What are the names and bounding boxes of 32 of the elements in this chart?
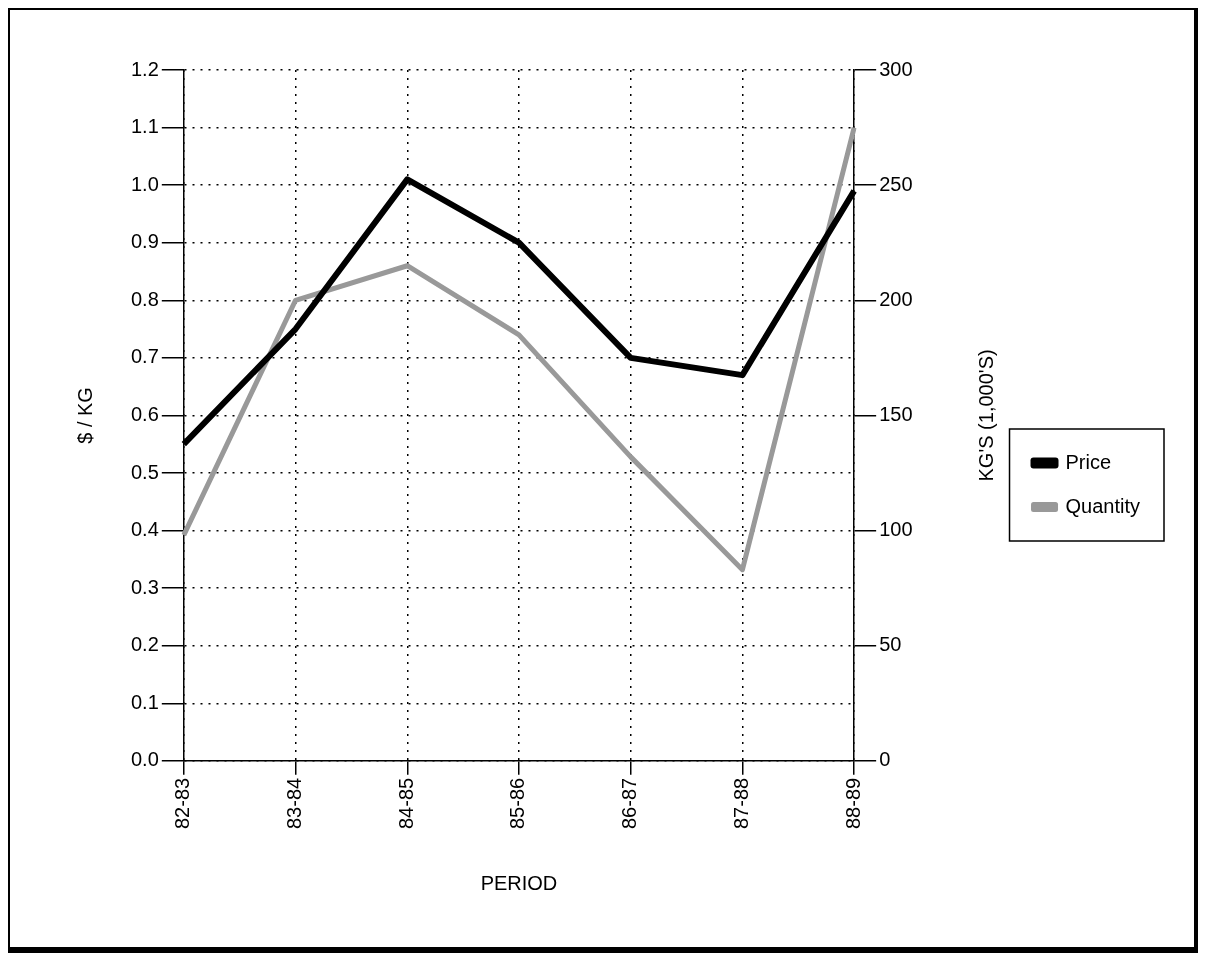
y-tick-label: 0.9	[130, 230, 159, 253]
y2-tick-label: 200	[879, 287, 913, 310]
x-axis-title: PERIOD	[480, 871, 558, 894]
x-tick-label: 85-86	[506, 777, 529, 829]
y2-tick-label: 0	[879, 748, 891, 771]
y-tick-label: 0.8	[130, 287, 159, 310]
y-tick-label: 1.2	[130, 57, 159, 80]
x-tick-label: 82-83	[171, 777, 194, 829]
y2-tick-label: 300	[879, 57, 913, 80]
x-tick-label: 88-89	[841, 777, 864, 829]
x-tick-label: 84-85	[394, 777, 417, 829]
y-tick-label: 1.1	[130, 115, 159, 138]
legend-label: Quantity	[1065, 494, 1140, 517]
x-tick-label: 87-88	[729, 777, 752, 829]
y-tick-label: 0.6	[130, 402, 159, 425]
legend-label: Price	[1065, 450, 1112, 473]
x-tick-label: 86-87	[618, 777, 641, 829]
y-axis-title: $ / KG	[73, 387, 96, 444]
y-tick-label: 0.0	[130, 748, 159, 771]
y-tick-label: 0.7	[130, 345, 159, 368]
x-tick-label: 83-84	[283, 777, 306, 829]
y2-axis-title: KG'S (1,000'S)	[975, 349, 998, 482]
y-tick-label: 0.4	[130, 518, 159, 541]
y-tick-label: 0.2	[130, 633, 159, 656]
y-tick-label: 0.3	[130, 575, 159, 598]
y2-tick-label: 50	[879, 633, 902, 656]
y2-tick-label: 250	[879, 172, 913, 195]
y-tick-label: 1.0	[130, 172, 159, 195]
y2-tick-label: 150	[879, 402, 913, 425]
y-tick-label: 0.5	[130, 460, 159, 483]
y2-tick-label: 100	[879, 518, 913, 541]
y-tick-label: 0.1	[130, 690, 159, 713]
